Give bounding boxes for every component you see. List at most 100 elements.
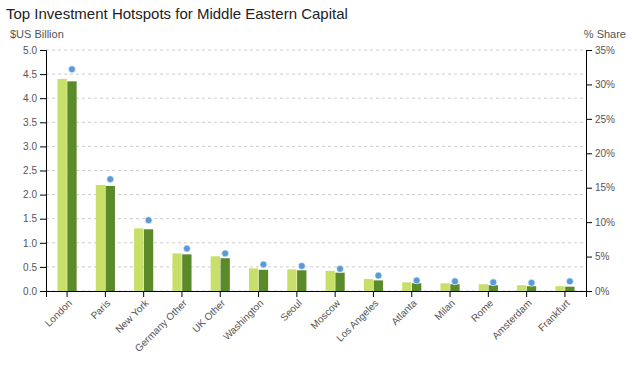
y-tick: 2.5	[23, 165, 46, 176]
y-tick-label: 3.0	[23, 141, 37, 152]
y2-tick-mark	[586, 84, 592, 85]
y2-tick-mark	[586, 188, 592, 189]
y2-tick-mark	[586, 257, 592, 258]
bar	[364, 279, 373, 291]
dot	[451, 278, 458, 285]
marks	[57, 66, 574, 291]
grid-line	[46, 194, 586, 195]
x-tick-label: Moscow	[308, 297, 342, 331]
y-tick-mark	[40, 219, 46, 220]
y-tick: 1.0	[23, 238, 46, 249]
y-tick-label: 0.0	[23, 286, 37, 297]
y2-tick-mark	[586, 153, 592, 154]
x-tick-mark	[373, 291, 374, 297]
y-tick: 2.0	[23, 189, 46, 200]
y2-tick-mark	[586, 119, 592, 120]
bar	[134, 228, 143, 291]
x-tick-mark	[450, 291, 451, 297]
y-tick-mark	[40, 74, 46, 75]
bar	[287, 269, 296, 291]
x-tick-label: New York	[113, 297, 151, 335]
dot	[145, 217, 152, 224]
y-tick-label: 4.5	[23, 69, 37, 80]
y-axis-title: $US Billion	[10, 28, 64, 40]
y2-tick-label: 25%	[595, 114, 615, 125]
grid-line	[46, 170, 586, 171]
bar	[555, 286, 564, 291]
chart: Top Investment Hotspots for Middle Easte…	[0, 0, 632, 371]
bar	[374, 280, 383, 291]
x-tick-mark	[67, 291, 68, 297]
y2-tick-label: 10%	[595, 217, 615, 228]
x-tick-mark	[143, 291, 144, 297]
bar	[412, 283, 421, 291]
x-tick-label: Frankfurt	[536, 297, 572, 333]
bar	[527, 286, 536, 291]
dot	[375, 272, 382, 279]
x-tick-mark	[258, 291, 259, 297]
grid-line	[46, 50, 586, 51]
dot	[337, 265, 344, 272]
y2-axis-line	[587, 51, 593, 292]
bar	[479, 284, 488, 291]
y2-tick-label: 0%	[595, 286, 610, 297]
x-tick-label: Germany Other	[133, 297, 190, 354]
x-tick: Moscow	[308, 291, 342, 331]
y-tick-label: 2.0	[23, 189, 37, 200]
dot	[260, 261, 267, 268]
grid-line	[46, 218, 586, 219]
y-tick-mark	[40, 171, 46, 172]
y2-tick: 15%	[586, 182, 615, 193]
bar	[335, 273, 344, 291]
y2-tick: 35%	[586, 45, 615, 56]
y2-tick: 30%	[586, 79, 615, 90]
y-axis-line	[40, 51, 47, 292]
y2-tick: 25%	[586, 114, 615, 125]
x-tick-mark	[526, 291, 527, 297]
dot	[183, 245, 190, 252]
dot	[222, 250, 229, 257]
x-tick-label: Rome	[469, 297, 496, 324]
y-tick-mark	[40, 98, 46, 99]
y-tick: 0.5	[23, 262, 46, 273]
x-tick: London	[43, 291, 74, 329]
bar	[440, 283, 449, 291]
dot	[490, 279, 497, 286]
y-tick-label: 2.5	[23, 165, 37, 176]
grid-line	[46, 74, 586, 75]
x-axis-line	[47, 292, 587, 298]
bar	[221, 258, 230, 291]
x-tick-label: Los Angeles	[334, 297, 380, 343]
grid-line	[46, 242, 586, 243]
bar	[144, 229, 153, 291]
x-tick: Rome	[469, 291, 496, 324]
y2-tick: 5%	[586, 251, 610, 262]
x-tick-mark	[220, 291, 221, 297]
x-tick: UK Other	[190, 291, 228, 335]
y-tick-mark	[40, 122, 46, 123]
y-tick-label: 5.0	[23, 45, 37, 56]
y2-tick-label: 15%	[595, 182, 615, 193]
y-tick-mark	[40, 195, 46, 196]
x-tick-mark	[564, 291, 565, 297]
x-tick-mark	[335, 291, 336, 297]
y2-tick: 20%	[586, 148, 615, 159]
y-tick-label: 0.5	[23, 262, 37, 273]
x-tick-mark	[488, 291, 489, 297]
dot	[413, 277, 420, 284]
y-tick-mark	[40, 146, 46, 147]
x-tick: New York	[113, 291, 151, 335]
x-tick-mark	[105, 291, 106, 297]
bar-series	[67, 81, 574, 291]
dot	[107, 176, 114, 183]
x-axis: LondonParisNew YorkGermany OtherUK Other…	[43, 291, 587, 354]
bar	[249, 268, 258, 291]
x-tick: Atlanta	[389, 291, 419, 327]
y-tick-label: 3.5	[23, 117, 37, 128]
x-tick-label: Seoul	[278, 297, 304, 323]
x-tick-label: Amsterdam	[490, 297, 534, 341]
dot	[68, 66, 75, 73]
y-tick: 3.5	[23, 117, 46, 128]
y2-tick: 10%	[586, 217, 615, 228]
y2-tick-label: 5%	[595, 251, 610, 262]
